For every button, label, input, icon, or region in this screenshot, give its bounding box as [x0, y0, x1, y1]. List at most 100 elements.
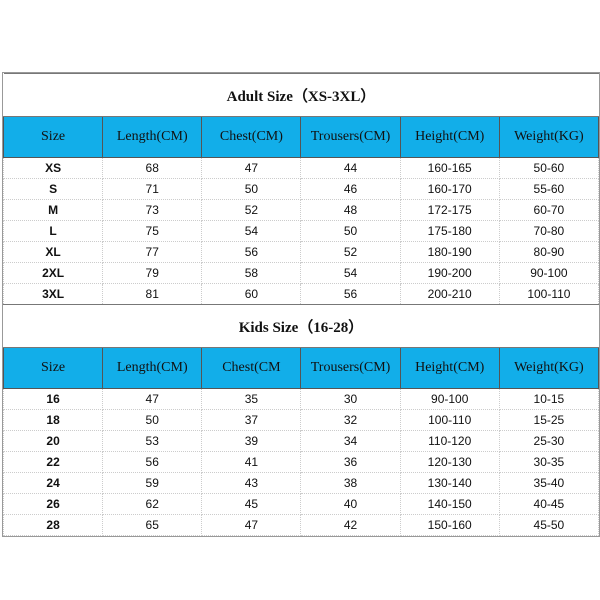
table-row: XS 68 47 44 160-165 50-60	[2, 157, 600, 179]
value-cell: 42	[300, 514, 401, 536]
value-cell: 35-40	[498, 472, 600, 494]
value-cell: 100-110	[498, 283, 600, 305]
value-cell: 150-160	[399, 514, 500, 536]
value-cell: 60-70	[498, 199, 600, 221]
column-header: Size	[2, 116, 104, 158]
value-cell: 200-210	[399, 283, 500, 305]
value-cell: 15-25	[498, 409, 600, 431]
table-row: S 71 50 46 160-170 55-60	[2, 178, 600, 200]
adult-header-row: Size Length(CM) Chest(CM) Trousers(CM) Heigh…	[2, 116, 600, 158]
value-cell: 30-35	[498, 451, 600, 473]
value-cell: 32	[300, 409, 401, 431]
value-cell: 37	[201, 409, 302, 431]
value-cell: 38	[300, 472, 401, 494]
size-cell: 24	[2, 472, 104, 494]
table-row: 2XL 79 58 54 190-200 90-100	[2, 262, 600, 284]
value-cell: 75	[102, 220, 203, 242]
table-row: 24 59 43 38 130-140 35-40	[2, 472, 600, 494]
value-cell: 65	[102, 514, 203, 536]
value-cell: 190-200	[399, 262, 500, 284]
value-cell: 10-15	[498, 388, 600, 410]
value-cell: 140-150	[399, 493, 500, 515]
value-cell: 80-90	[498, 241, 600, 263]
column-header: Weight(KG)	[498, 116, 600, 158]
size-cell: 16	[2, 388, 104, 410]
size-cell: 2XL	[2, 262, 104, 284]
value-cell: 70-80	[498, 220, 600, 242]
column-header: Trousers(CM)	[300, 347, 401, 389]
value-cell: 180-190	[399, 241, 500, 263]
value-cell: 54	[201, 220, 302, 242]
column-header: Chest(CM)	[201, 116, 302, 158]
value-cell: 55-60	[498, 178, 600, 200]
value-cell: 56	[201, 241, 302, 263]
value-cell: 46	[300, 178, 401, 200]
table-row: 16 47 35 30 90-100 10-15	[2, 388, 600, 410]
value-cell: 44	[300, 157, 401, 179]
value-cell: 25-30	[498, 430, 600, 452]
size-cell: 20	[2, 430, 104, 452]
column-header: Size	[2, 347, 104, 389]
table-row: 20 53 39 34 110-120 25-30	[2, 430, 600, 452]
adult-title-row: Adult Size（XS-3XL）	[3, 73, 599, 117]
size-cell: 3XL	[2, 283, 104, 305]
value-cell: 77	[102, 241, 203, 263]
value-cell: 52	[300, 241, 401, 263]
value-cell: 110-120	[399, 430, 500, 452]
value-cell: 56	[300, 283, 401, 305]
value-cell: 175-180	[399, 220, 500, 242]
value-cell: 81	[102, 283, 203, 305]
kids-title-row: Kids Size（16-28）	[3, 304, 599, 348]
column-header: Weight(KG)	[498, 347, 600, 389]
value-cell: 50	[201, 178, 302, 200]
table-row: L 75 54 50 175-180 70-80	[2, 220, 600, 242]
value-cell: 130-140	[399, 472, 500, 494]
table-row: 18 50 37 32 100-110 15-25	[2, 409, 600, 431]
value-cell: 45	[201, 493, 302, 515]
table-row: 26 62 45 40 140-150 40-45	[2, 493, 600, 515]
size-cell: 22	[2, 451, 104, 473]
value-cell: 40	[300, 493, 401, 515]
column-header: Chest(CM	[201, 347, 302, 389]
size-cell: L	[2, 220, 104, 242]
value-cell: 172-175	[399, 199, 500, 221]
value-cell: 53	[102, 430, 203, 452]
value-cell: 47	[201, 514, 302, 536]
value-cell: 50-60	[498, 157, 600, 179]
value-cell: 54	[300, 262, 401, 284]
value-cell: 45-50	[498, 514, 600, 536]
value-cell: 160-170	[399, 178, 500, 200]
table-row: XL 77 56 52 180-190 80-90	[2, 241, 600, 263]
value-cell: 50	[102, 409, 203, 431]
size-cell: XS	[2, 157, 104, 179]
value-cell: 71	[102, 178, 203, 200]
value-cell: 120-130	[399, 451, 500, 473]
value-cell: 73	[102, 199, 203, 221]
column-header: Length(CM)	[102, 116, 203, 158]
value-cell: 41	[201, 451, 302, 473]
table-row: 28 65 47 42 150-160 45-50	[2, 514, 600, 536]
value-cell: 47	[201, 157, 302, 179]
value-cell: 60	[201, 283, 302, 305]
value-cell: 100-110	[399, 409, 500, 431]
table-row: 22 56 41 36 120-130 30-35	[2, 451, 600, 473]
size-table: Adult Size（XS-3XL） Size Length(CM) Chest(CM…	[2, 73, 600, 536]
value-cell: 160-165	[399, 157, 500, 179]
value-cell: 59	[102, 472, 203, 494]
adult-size-title: Adult Size（XS-3XL）	[3, 73, 599, 117]
column-header: Height(CM)	[399, 116, 500, 158]
size-cell: 18	[2, 409, 104, 431]
value-cell: 50	[300, 220, 401, 242]
size-cell: XL	[2, 241, 104, 263]
value-cell: 35	[201, 388, 302, 410]
value-cell: 79	[102, 262, 203, 284]
value-cell: 58	[201, 262, 302, 284]
table-row: M 73 52 48 172-175 60-70	[2, 199, 600, 221]
size-cell: 26	[2, 493, 104, 515]
value-cell: 36	[300, 451, 401, 473]
size-cell: S	[2, 178, 104, 200]
value-cell: 90-100	[399, 388, 500, 410]
column-header: Trousers(CM)	[300, 116, 401, 158]
column-header: Length(CM)	[102, 347, 203, 389]
value-cell: 68	[102, 157, 203, 179]
